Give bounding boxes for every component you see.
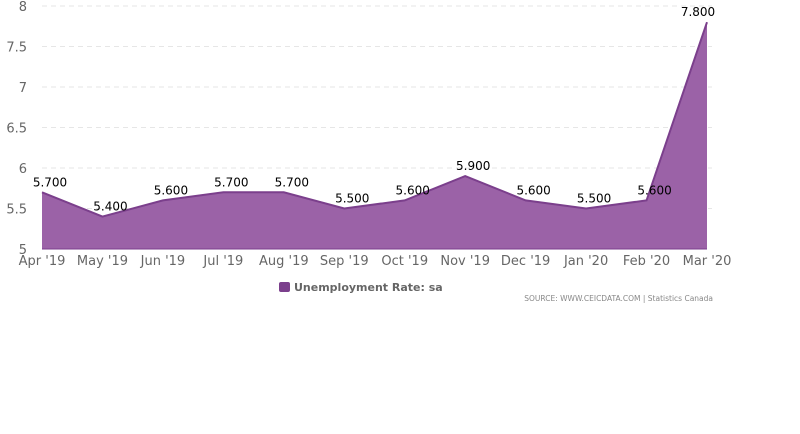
y-tick-label: 7.5 [6,41,27,56]
data-label: 5.900 [456,159,490,173]
data-labels: 5.700 5.400 5.600 5.700 5.700 5.500 5.600 5.900… [33,5,715,213]
y-tick-label: 6.5 [6,122,27,137]
data-label: 5.500 [335,192,369,206]
x-tick-label: Jan '20 [563,254,608,269]
x-tick-label: Mar '20 [683,254,732,269]
legend-swatch[interactable] [279,282,290,292]
source-credit: SOURCE: WWW.CEICDATA.COM | Statistics Ca… [524,294,713,303]
data-label: 5.600 [516,183,550,197]
data-label: 5.600 [637,183,671,197]
series-line [41,21,708,218]
data-label: 5.700 [33,175,67,189]
data-label: 5.700 [214,175,248,189]
grid-lines [42,5,712,209]
x-tick-label: Jun '19 [140,254,186,269]
y-tick-label: 6 [19,162,27,177]
x-tick-label: Apr '19 [19,254,66,269]
y-tick-label: 5 [19,243,27,258]
x-tick-label: Dec '19 [501,254,550,269]
x-tick-label: Nov '19 [440,254,490,269]
legend-label[interactable]: Unemployment Rate: sa [294,281,443,294]
y-tick-label: 5.5 [6,203,27,218]
x-tick-label: Feb '20 [623,254,670,269]
y-axis-ticks: 5 5.5 6 6.5 7 7.5 8 [6,0,27,258]
legend[interactable]: Unemployment Rate: sa [279,281,443,294]
series-area [41,21,708,250]
x-tick-label: Sep '19 [320,254,369,269]
data-label: 5.400 [93,200,127,214]
x-tick-label: May '19 [77,254,128,269]
x-tick-label: Aug '19 [259,254,309,269]
data-label: 5.600 [396,183,430,197]
x-tick-label: Oct '19 [381,254,428,269]
x-axis-ticks: Apr '19 May '19 Jun '19 Jul '19 Aug '19 Sep '… [19,254,732,269]
y-tick-label: 7 [19,81,27,96]
x-tick-label: Jul '19 [202,254,243,269]
data-label: 5.600 [154,183,188,197]
data-label: 5.500 [577,192,611,206]
data-label: 7.800 [681,5,715,19]
y-tick-label: 8 [19,0,27,15]
data-label: 5.700 [275,175,309,189]
area-fill [42,22,707,250]
